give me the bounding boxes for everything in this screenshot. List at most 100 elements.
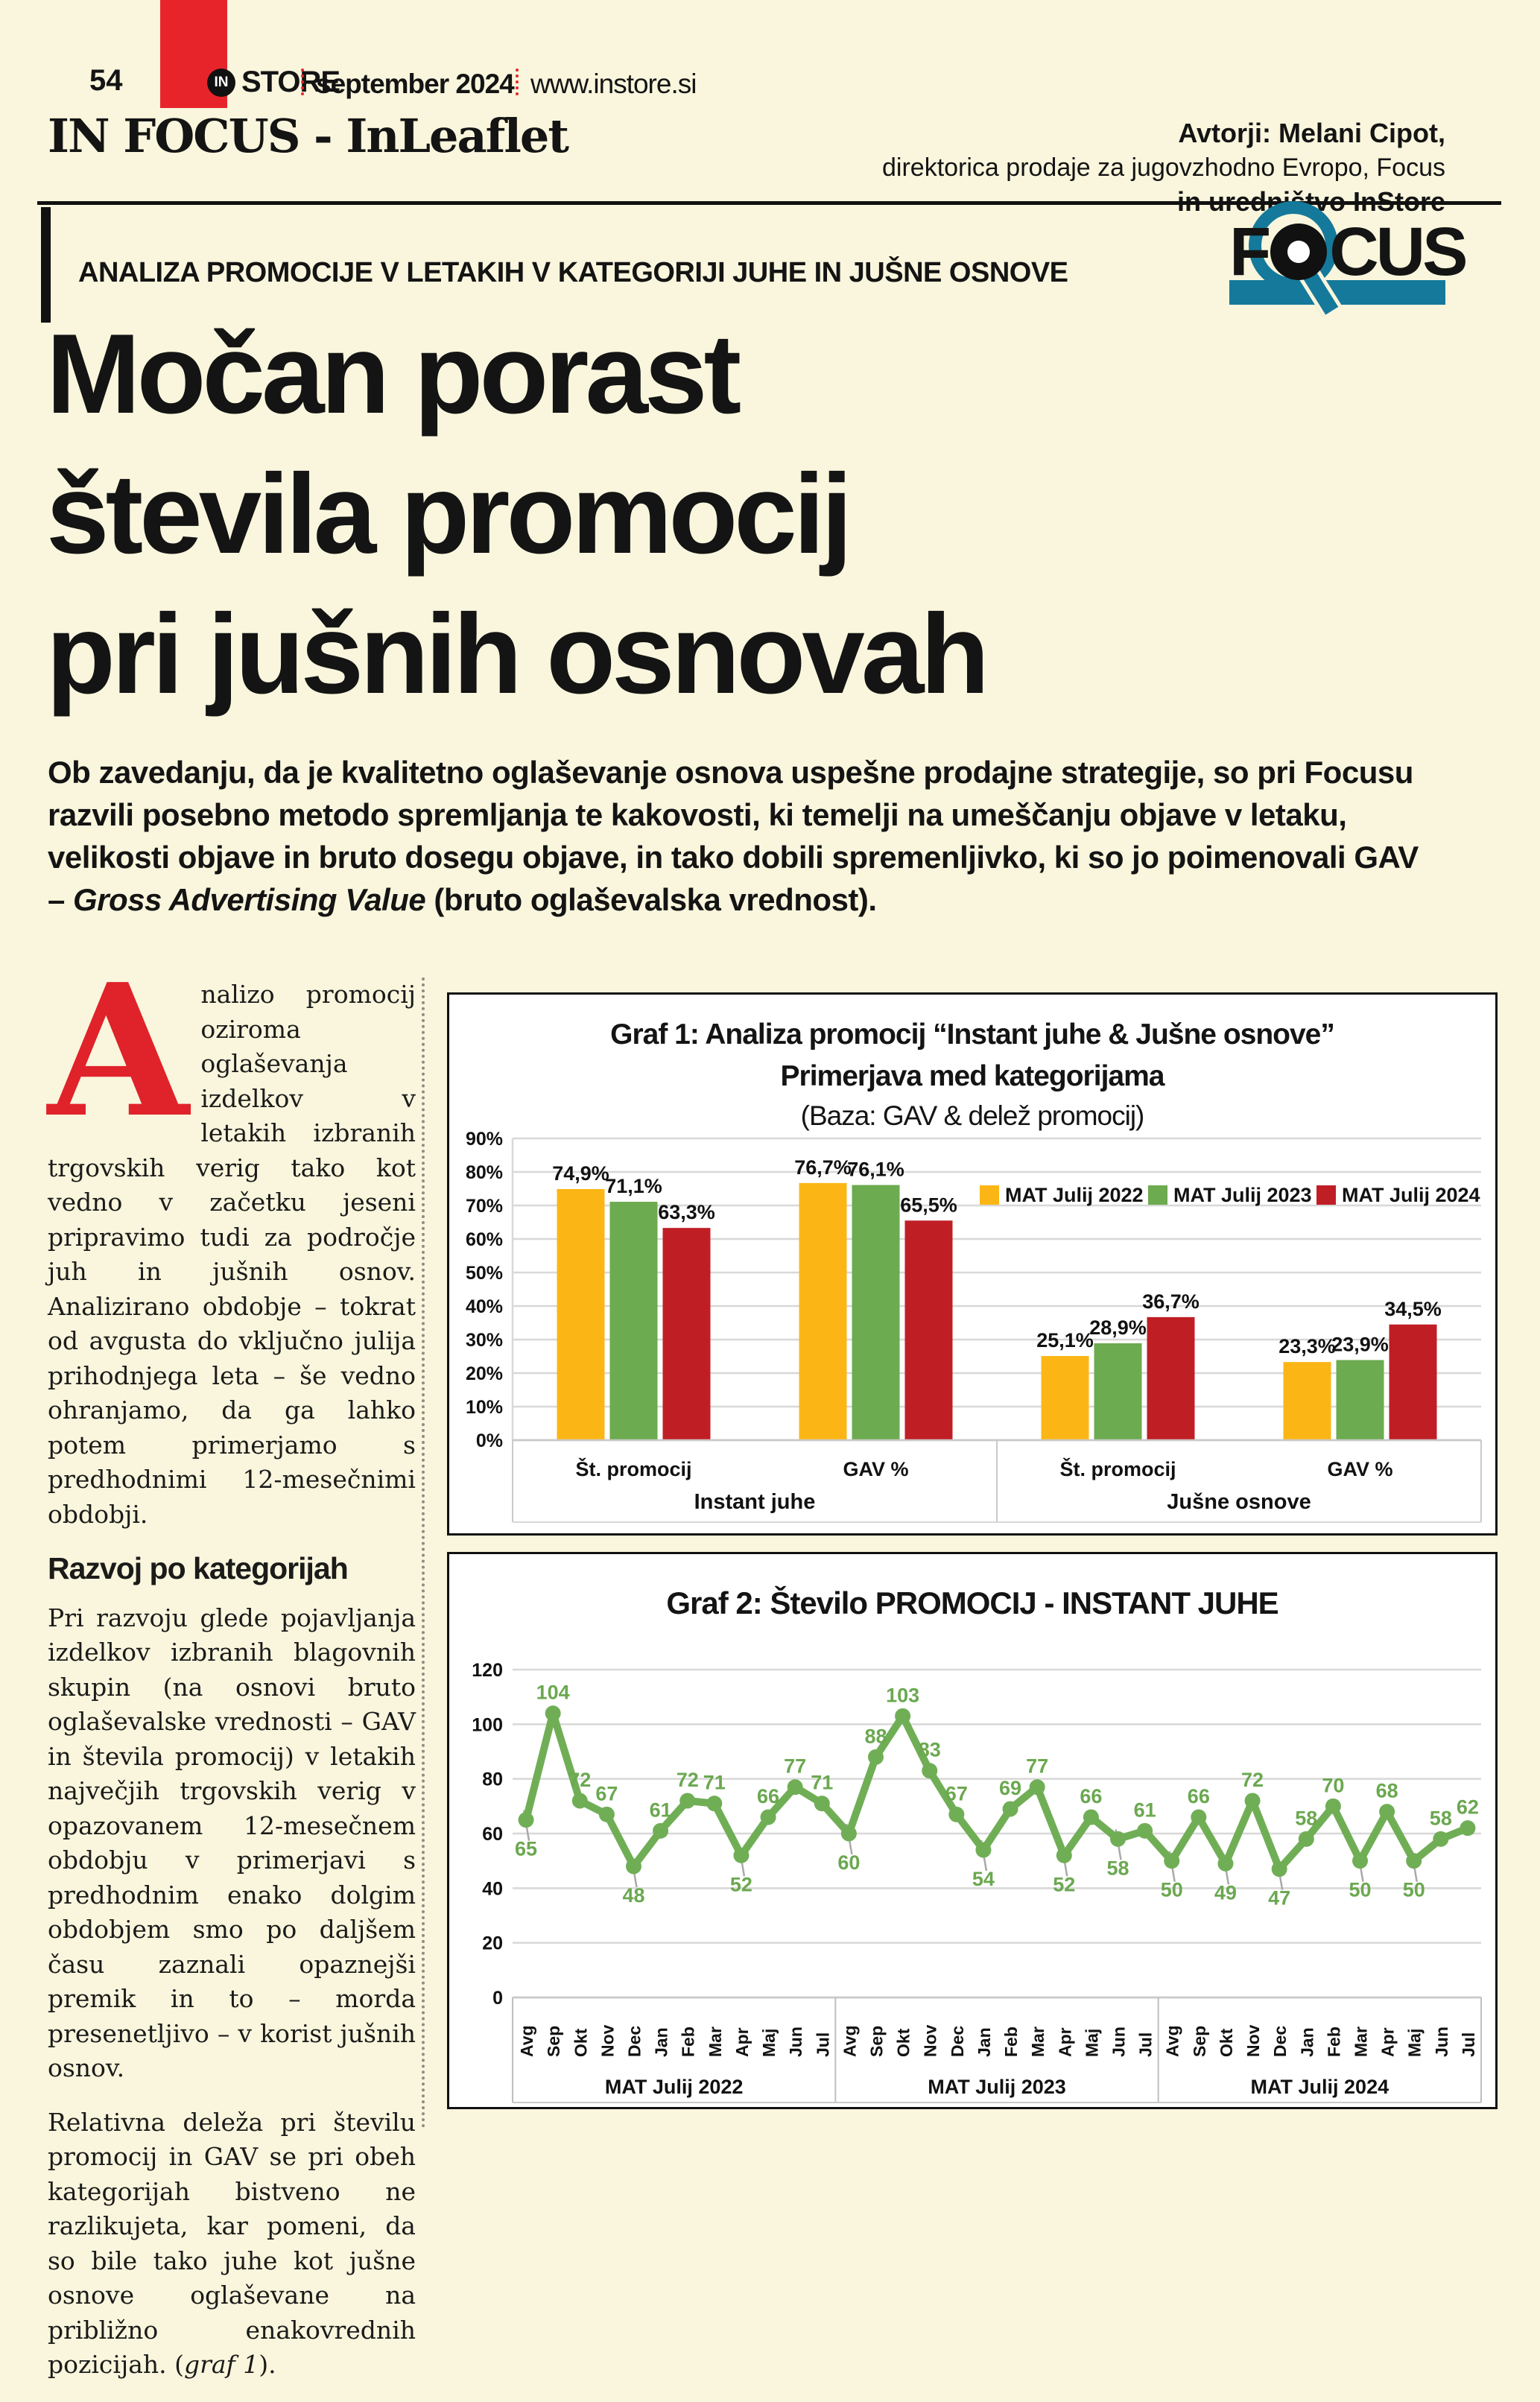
svg-text:20%: 20%	[466, 1363, 503, 1384]
svg-text:69: 69	[999, 1777, 1021, 1799]
data-point	[1406, 1853, 1422, 1869]
svg-text:Št. promocij: Št. promocij	[575, 1457, 691, 1480]
data-point	[948, 1806, 965, 1822]
svg-text:20: 20	[482, 1933, 503, 1954]
data-point	[1298, 1831, 1314, 1847]
svg-text:Sep: Sep	[544, 2026, 563, 2057]
graf2-title: Graf 2: Število PROMOCIJ - INSTANT JUHE	[666, 1585, 1278, 1620]
svg-text:50: 50	[1161, 1879, 1183, 1901]
bar-value-label: 34,5%	[1384, 1298, 1442, 1320]
data-point	[1352, 1853, 1368, 1869]
data-point	[1379, 1804, 1395, 1820]
svg-text:40%: 40%	[466, 1296, 503, 1317]
svg-text:Maj: Maj	[759, 2029, 779, 2057]
svg-text:Sep: Sep	[867, 2026, 887, 2057]
bar-value-label: 25,1%	[1036, 1329, 1094, 1351]
svg-text:Apr: Apr	[1378, 2027, 1398, 2057]
graf2-axis-band: Avg Sep Okt Nov Dec Jan Feb Mar Apr Maj Jun Jul Avg S…	[512, 1996, 1482, 2103]
svg-text:61: 61	[650, 1799, 672, 1821]
data-point	[895, 1708, 911, 1724]
svg-text:77: 77	[784, 1755, 806, 1778]
instore-in-circle-icon: IN	[207, 68, 235, 97]
svg-text:47: 47	[1268, 1887, 1290, 1910]
svg-text:58: 58	[1106, 1857, 1129, 1879]
svg-text:Št. promocij: Št. promocij	[1059, 1457, 1176, 1480]
svg-text:Maj: Maj	[1082, 2029, 1101, 2057]
svg-text:Instant juhe: Instant juhe	[694, 1490, 816, 1514]
svg-text:Sep: Sep	[1190, 2026, 1209, 2057]
svg-text:MAT Julij 2022: MAT Julij 2022	[1005, 1184, 1144, 1206]
svg-text:50: 50	[1349, 1879, 1371, 1901]
data-point	[868, 1749, 884, 1765]
data-point	[1137, 1822, 1153, 1839]
data-point	[814, 1796, 830, 1812]
bar-value-label: 28,9%	[1089, 1316, 1147, 1339]
svg-text:Jun: Jun	[1432, 2027, 1451, 2057]
data-point	[1083, 1809, 1099, 1825]
svg-text:58: 58	[1295, 1807, 1317, 1829]
data-point	[733, 1847, 750, 1863]
data-point	[840, 1825, 857, 1842]
svg-text:58: 58	[1430, 1807, 1452, 1829]
svg-text:Mar: Mar	[706, 2027, 725, 2057]
svg-text:83: 83	[919, 1739, 941, 1761]
svg-text:Jul: Jul	[1136, 2032, 1156, 2057]
svg-text:67: 67	[595, 1782, 618, 1804]
svg-text:Feb: Feb	[1324, 2027, 1343, 2057]
instore-store-word: STORE	[241, 66, 340, 98]
svg-text:Jul: Jul	[813, 2032, 832, 2057]
dropcap-a: A	[48, 944, 189, 1158]
bar	[1147, 1316, 1195, 1440]
svg-text:GAV %: GAV %	[843, 1458, 908, 1480]
svg-text:66: 66	[1080, 1785, 1102, 1807]
graf1-card: Graf 1: Analiza promocij “Instant juhe &…	[447, 992, 1498, 1536]
svg-text:Jul: Jul	[1459, 2032, 1478, 2057]
svg-text:71: 71	[811, 1772, 833, 1794]
svg-text:MAT Julij 2023: MAT Julij 2023	[928, 2076, 1066, 2098]
svg-text:Mar: Mar	[1028, 2027, 1048, 2057]
svg-text:MAT Julij 2022: MAT Julij 2022	[605, 2076, 744, 2098]
bar-value-label: 36,7%	[1142, 1290, 1200, 1313]
data-point	[1191, 1809, 1207, 1825]
data-point	[975, 1842, 992, 1858]
svg-text:GAV %: GAV %	[1327, 1458, 1392, 1480]
svg-text:67: 67	[945, 1782, 968, 1804]
paragraph-2: Pri razvoju glede pojavljanja izdelkov i…	[48, 1603, 416, 2083]
header-rule	[37, 201, 1501, 205]
svg-text:66: 66	[757, 1785, 779, 1807]
svg-text:60: 60	[482, 1824, 503, 1845]
svg-text:80: 80	[482, 1769, 503, 1790]
bar	[662, 1228, 711, 1440]
data-point	[1460, 1820, 1476, 1837]
paragraph-3: Relativna deleža pri številu promocij in…	[48, 2105, 416, 2383]
svg-text:Feb: Feb	[679, 2027, 698, 2057]
svg-text:100: 100	[472, 1714, 503, 1735]
bar-value-label: 74,9%	[552, 1162, 609, 1185]
bar	[799, 1182, 847, 1440]
svg-text:Dec: Dec	[625, 2026, 644, 2057]
kicker-bar	[41, 207, 51, 323]
focus-logo-text: F CUS	[1229, 218, 1468, 286]
svg-text:Apr: Apr	[1055, 2027, 1074, 2057]
svg-text:52: 52	[730, 1873, 752, 1895]
svg-text:40: 40	[482, 1878, 503, 1899]
data-point	[922, 1763, 938, 1779]
svg-text:Jun: Jun	[1109, 2027, 1129, 2057]
graf1-legend: MAT Julij 2022 MAT Julij 2023 MAT Julij 20…	[980, 1184, 1480, 1206]
graf2-markers	[518, 1705, 1476, 1877]
svg-text:Nov: Nov	[1243, 2024, 1263, 2057]
svg-text:Dec: Dec	[1270, 2026, 1290, 2057]
svg-text:70: 70	[1322, 1774, 1344, 1796]
svg-text:Okt: Okt	[1217, 2028, 1236, 2057]
graf1-svg: 0% 10% 20% 30% 40% 50% 60% 70% 80% 90% 74,9% 76,7% 2…	[466, 1129, 1482, 1523]
svg-text:61: 61	[1134, 1799, 1156, 1821]
website-link[interactable]: www.instore.si	[530, 69, 697, 99]
data-point	[1217, 1855, 1234, 1872]
bar-value-label: 23,3%	[1278, 1335, 1336, 1357]
svg-text:Jušne osnove: Jušne osnove	[1167, 1490, 1311, 1514]
subheading-razvoj-po-kategorijah: Razvoj po kategorijah	[48, 1551, 349, 1585]
data-point	[571, 1793, 588, 1809]
graf1-bars: 74,9% 76,7% 25,1% 23,3% 71,1% 76,1% 28,9% 23,9%…	[552, 1156, 1442, 1440]
svg-text:60%: 60%	[466, 1229, 503, 1250]
